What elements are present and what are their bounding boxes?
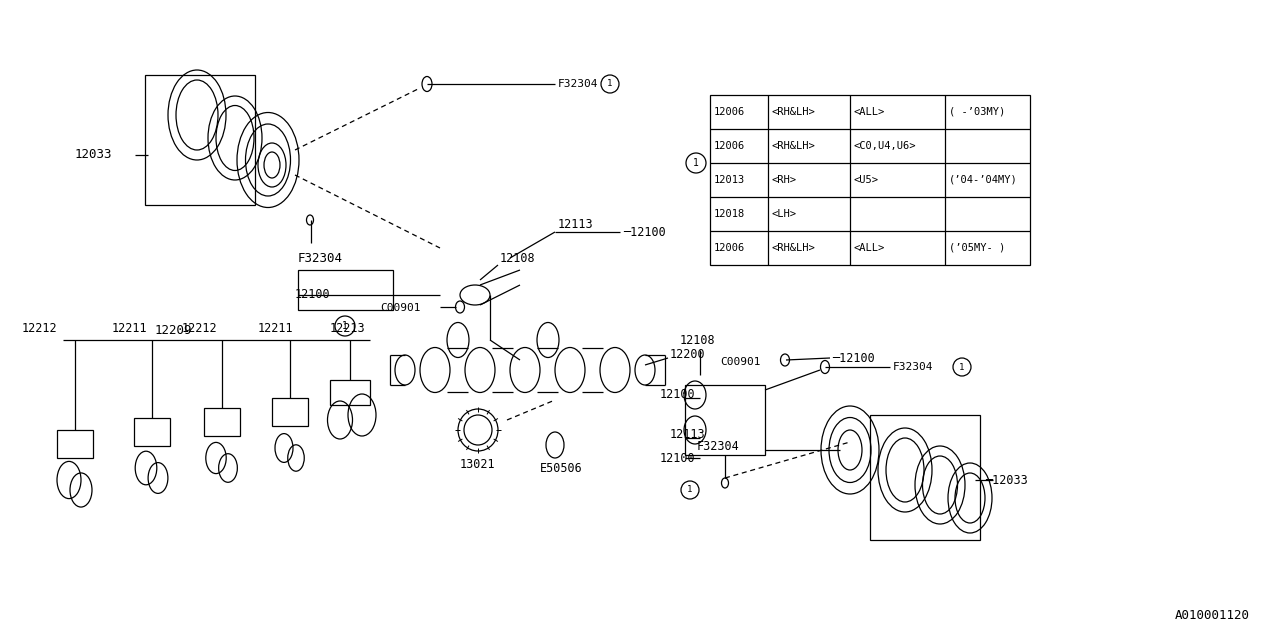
Text: ( -’03MY): ( -’03MY) (948, 107, 1005, 117)
Bar (134, 418, 170, 446)
Text: 12033: 12033 (76, 148, 113, 161)
Bar (870, 415, 980, 540)
Text: 12108: 12108 (500, 252, 535, 264)
Text: <C0,U4,U6>: <C0,U4,U6> (854, 141, 916, 151)
Text: 12212: 12212 (22, 321, 58, 335)
Bar (685, 385, 765, 455)
Text: 12006: 12006 (714, 107, 745, 117)
Text: 1: 1 (959, 362, 965, 371)
Text: 12113: 12113 (558, 218, 594, 232)
Text: <RH&LH>: <RH&LH> (772, 243, 815, 253)
Text: (’05MY- ): (’05MY- ) (948, 243, 1005, 253)
Text: 1: 1 (692, 158, 699, 168)
Text: 12006: 12006 (714, 141, 745, 151)
Text: 12209: 12209 (155, 323, 192, 337)
Text: <LH>: <LH> (772, 209, 797, 219)
Text: <RH>: <RH> (772, 175, 797, 185)
Text: 1: 1 (607, 79, 613, 88)
Text: 12013: 12013 (714, 175, 745, 185)
Text: 12100: 12100 (660, 451, 695, 465)
Text: F32304: F32304 (558, 79, 599, 89)
Text: 12100: 12100 (294, 289, 330, 301)
Text: <RH&LH>: <RH&LH> (772, 141, 815, 151)
Text: C00901: C00901 (380, 303, 421, 313)
Text: F32304: F32304 (298, 252, 343, 264)
Text: <U5>: <U5> (854, 175, 879, 185)
Text: <ALL>: <ALL> (854, 107, 886, 117)
Text: <ALL>: <ALL> (854, 243, 886, 253)
Text: C00901: C00901 (719, 357, 760, 367)
Text: 12113: 12113 (669, 429, 705, 442)
Bar (145, 75, 255, 205)
Text: 12211: 12211 (259, 321, 293, 335)
Bar (273, 398, 308, 426)
Text: 1: 1 (342, 321, 348, 331)
Text: 12100: 12100 (660, 388, 695, 401)
Bar (298, 270, 393, 310)
Text: 12018: 12018 (714, 209, 745, 219)
Text: ─12033: ─12033 (986, 474, 1028, 486)
Text: 12006: 12006 (714, 243, 745, 253)
Bar (330, 380, 370, 405)
Text: 12212: 12212 (182, 321, 218, 335)
Text: 1: 1 (687, 486, 692, 495)
Text: (’04-’04MY): (’04-’04MY) (948, 175, 1018, 185)
Bar (710, 95, 1030, 265)
Text: F32304: F32304 (893, 362, 933, 372)
Text: 12213: 12213 (330, 321, 366, 335)
Text: ─12100: ─12100 (623, 225, 666, 239)
Text: 12108: 12108 (680, 333, 716, 346)
Text: E50506: E50506 (540, 461, 582, 474)
Text: 12200: 12200 (669, 349, 705, 362)
Text: 12211: 12211 (113, 321, 147, 335)
Text: F32304: F32304 (698, 440, 740, 454)
Bar (58, 430, 93, 458)
Text: ─12100: ─12100 (832, 351, 874, 365)
Text: A010001120: A010001120 (1175, 609, 1251, 622)
Bar (204, 408, 241, 436)
Text: <RH&LH>: <RH&LH> (772, 107, 815, 117)
Text: 13021: 13021 (460, 458, 495, 472)
